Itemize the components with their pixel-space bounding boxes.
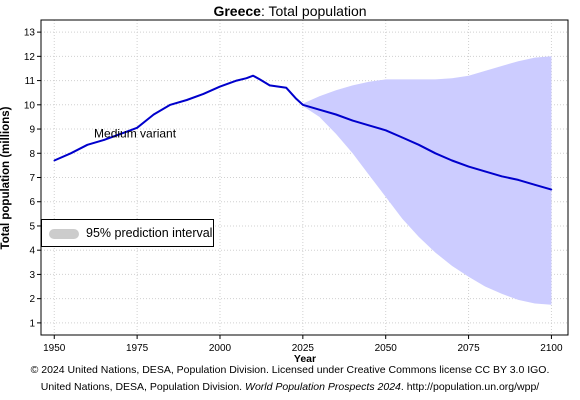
- x-tick-label: 1950: [43, 343, 66, 354]
- data-point: [169, 104, 172, 106]
- x-tick-label: 2025: [292, 343, 315, 354]
- y-tick-label: 9: [29, 125, 35, 136]
- y-tick-label: 4: [29, 246, 35, 257]
- legend-swatch-prediction-interval: [49, 229, 79, 239]
- data-point: [451, 159, 453, 162]
- data-point: [295, 97, 298, 100]
- chart-title-rest: : Total population: [261, 3, 367, 19]
- data-point: [152, 113, 155, 116]
- x-tick-label: 2000: [209, 343, 232, 354]
- data-point: [550, 188, 553, 191]
- y-tick-label: 6: [29, 197, 35, 208]
- data-point: [252, 74, 254, 77]
- data-point: [368, 124, 370, 127]
- data-point: [86, 143, 89, 146]
- series-line-medium-variant: [53, 74, 552, 191]
- data-point: [268, 84, 271, 87]
- data-point: [53, 159, 56, 162]
- legend-label-prediction-interval: 95% prediction interval: [86, 226, 213, 240]
- y-axis-label: Total population (millions): [0, 106, 12, 249]
- y-tick-label: 13: [24, 28, 36, 39]
- x-tick-label: 2050: [375, 343, 398, 354]
- data-point: [70, 152, 72, 155]
- data-point: [484, 170, 486, 173]
- y-tick-label: 7: [29, 173, 35, 184]
- data-point: [467, 165, 470, 168]
- y-tick-label: 5: [29, 221, 35, 232]
- data-point: [302, 104, 304, 106]
- chart-title-country: Greece: [213, 3, 261, 19]
- data-point: [235, 79, 238, 82]
- credit-line-1: © 2024 United Nations, DESA, Population …: [30, 364, 550, 376]
- data-point: [202, 93, 205, 95]
- data-point: [434, 152, 437, 155]
- y-tick-label: 12: [24, 52, 36, 63]
- credit-line-2-suffix: . http://population.un.org/wpp/: [400, 381, 540, 393]
- data-point: [335, 113, 337, 116]
- prediction-interval-band: [296, 56, 552, 305]
- data-point: [384, 129, 387, 132]
- data-point: [285, 87, 288, 89]
- data-point: [245, 77, 248, 79]
- x-tick-label: 2075: [457, 343, 480, 354]
- x-axis-label: Year: [294, 353, 316, 365]
- credit-line-2: United Nations, DESA, Population Divisio…: [0, 381, 580, 393]
- data-point: [103, 139, 105, 141]
- y-tick-label: 8: [29, 149, 35, 160]
- data-point: [219, 85, 221, 88]
- data-point: [500, 175, 503, 178]
- data-point: [258, 78, 261, 81]
- x-tick-label: 1975: [126, 343, 149, 354]
- data-point: [534, 183, 536, 186]
- data-point: [517, 179, 520, 181]
- data-point: [351, 119, 354, 122]
- credit-line-2-prefix: United Nations, DESA, Population Divisio…: [40, 381, 246, 393]
- data-point: [318, 108, 321, 111]
- data-point: [119, 133, 122, 135]
- chart-title: Greece: Total population: [213, 3, 366, 19]
- y-tick-label: 10: [24, 100, 36, 111]
- credit-line-2-title: World Population Prospects 2024: [245, 381, 401, 393]
- data-point: [136, 127, 138, 129]
- data-point: [418, 143, 420, 146]
- plot-area: 1950 1975 2000 2025 2050 2075 2100123456789101…: [24, 19, 569, 354]
- legend: 95% prediction interval: [41, 219, 214, 247]
- annotation-medium-variant: Medium variant: [94, 127, 177, 141]
- y-tick-label: 11: [25, 76, 36, 87]
- x-tick-label: 2100: [540, 343, 563, 354]
- y-tick-label: 1: [29, 318, 35, 329]
- y-tick-label: 3: [29, 270, 35, 281]
- data-point: [186, 99, 188, 101]
- y-tick-label: 2: [29, 294, 35, 305]
- data-point: [401, 136, 404, 139]
